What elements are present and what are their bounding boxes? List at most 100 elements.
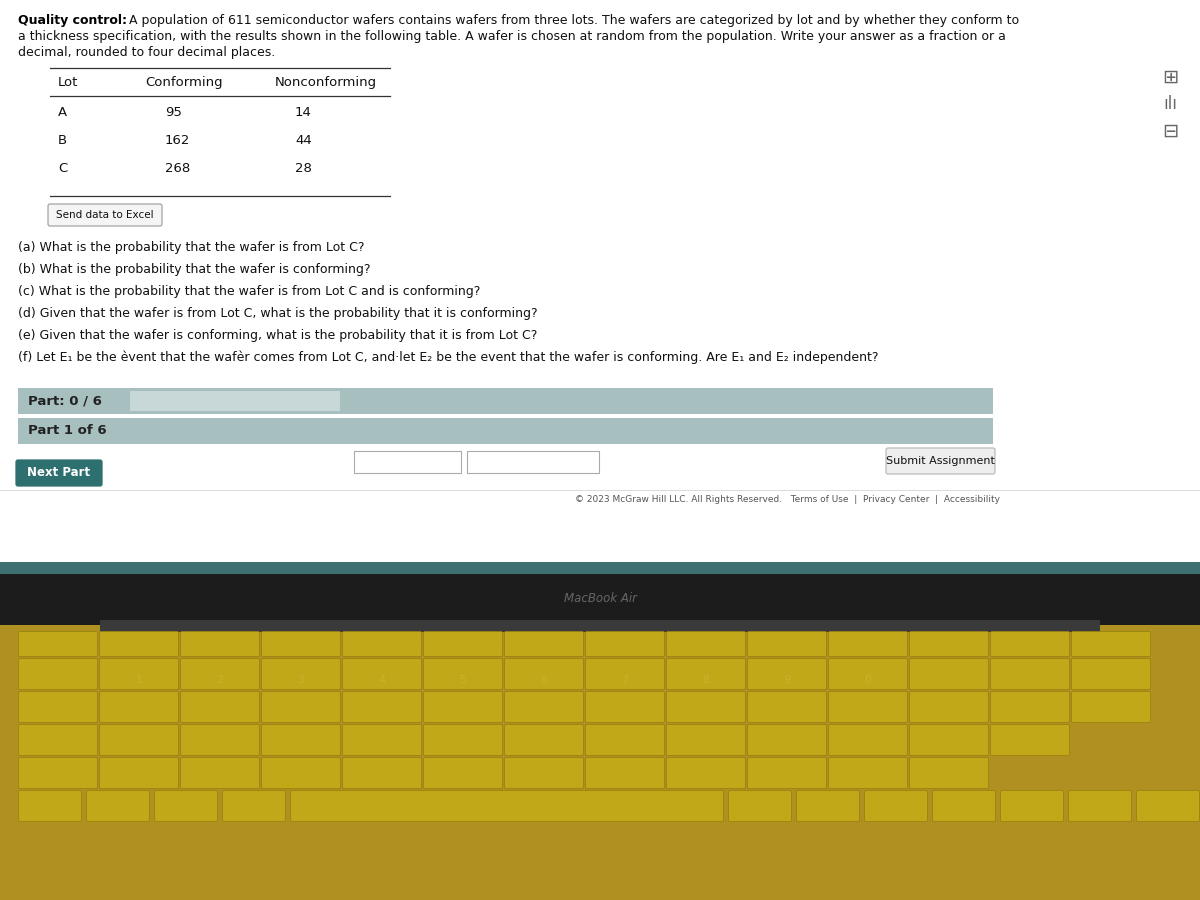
Text: 6: 6 (540, 675, 547, 685)
Text: (d) Given that the wafer is from Lot C, what is the probability that it is confo: (d) Given that the wafer is from Lot C, … (18, 307, 538, 320)
FancyBboxPatch shape (504, 724, 583, 755)
FancyBboxPatch shape (666, 691, 745, 723)
Text: Next Part: Next Part (28, 466, 90, 480)
FancyBboxPatch shape (18, 724, 97, 755)
FancyBboxPatch shape (586, 632, 665, 656)
Text: Part 1 of 6: Part 1 of 6 (28, 425, 107, 437)
FancyBboxPatch shape (18, 790, 82, 822)
FancyBboxPatch shape (342, 659, 421, 689)
Bar (18, 418, 994, 444)
Text: 7: 7 (622, 675, 629, 685)
Text: (c) What is the probability that the wafer is from Lot C and is conforming?: (c) What is the probability that the waf… (18, 285, 480, 298)
FancyBboxPatch shape (666, 659, 745, 689)
FancyBboxPatch shape (1072, 691, 1151, 723)
Text: 95: 95 (166, 106, 182, 119)
FancyBboxPatch shape (100, 724, 179, 755)
Text: (a) What is the probability that the wafer is from Lot C?: (a) What is the probability that the waf… (18, 241, 365, 254)
FancyBboxPatch shape (666, 724, 745, 755)
FancyBboxPatch shape (910, 632, 989, 656)
FancyBboxPatch shape (748, 724, 827, 755)
Text: 4: 4 (378, 675, 385, 685)
Text: MacBook Air: MacBook Air (564, 592, 636, 605)
FancyBboxPatch shape (748, 659, 827, 689)
FancyBboxPatch shape (100, 659, 179, 689)
FancyBboxPatch shape (666, 632, 745, 656)
FancyBboxPatch shape (990, 691, 1069, 723)
FancyBboxPatch shape (504, 691, 583, 723)
FancyBboxPatch shape (586, 691, 665, 723)
FancyBboxPatch shape (990, 724, 1069, 755)
Text: Quality control:: Quality control: (18, 14, 127, 27)
FancyBboxPatch shape (155, 790, 217, 822)
FancyBboxPatch shape (18, 659, 97, 689)
Bar (18, 388, 994, 414)
FancyBboxPatch shape (180, 758, 259, 788)
FancyBboxPatch shape (424, 632, 503, 656)
FancyBboxPatch shape (910, 659, 989, 689)
FancyBboxPatch shape (828, 691, 907, 723)
FancyBboxPatch shape (990, 659, 1069, 689)
Text: Send data to Excel: Send data to Excel (56, 210, 154, 220)
FancyBboxPatch shape (262, 758, 341, 788)
FancyBboxPatch shape (424, 691, 503, 723)
FancyBboxPatch shape (828, 632, 907, 656)
Text: Lot: Lot (58, 76, 78, 89)
Text: 2: 2 (216, 675, 223, 685)
FancyBboxPatch shape (797, 790, 859, 822)
FancyBboxPatch shape (932, 790, 996, 822)
FancyBboxPatch shape (100, 691, 179, 723)
FancyBboxPatch shape (504, 632, 583, 656)
Text: 268: 268 (166, 162, 191, 175)
Text: (b) What is the probability that the wafer is conforming?: (b) What is the probability that the waf… (18, 263, 371, 276)
FancyBboxPatch shape (910, 691, 989, 723)
Text: 28: 28 (295, 162, 312, 175)
FancyBboxPatch shape (342, 691, 421, 723)
FancyBboxPatch shape (262, 691, 341, 723)
FancyBboxPatch shape (342, 758, 421, 788)
Text: 0: 0 (864, 675, 871, 685)
Text: C: C (58, 162, 67, 175)
Text: ılı: ılı (1163, 95, 1177, 113)
FancyBboxPatch shape (886, 448, 995, 474)
FancyBboxPatch shape (586, 659, 665, 689)
Text: a thickness specification, with the results shown in the following table. A wafe: a thickness specification, with the resu… (18, 30, 1006, 43)
Bar (0, 0, 1200, 562)
FancyBboxPatch shape (290, 790, 724, 822)
FancyBboxPatch shape (728, 790, 792, 822)
Text: A population of 611 semiconductor wafers contains wafers from three lots. The wa: A population of 611 semiconductor wafers… (125, 14, 1019, 27)
FancyBboxPatch shape (180, 632, 259, 656)
FancyBboxPatch shape (748, 691, 827, 723)
FancyBboxPatch shape (16, 460, 102, 486)
FancyBboxPatch shape (910, 724, 989, 755)
Text: Part: 0 / 6: Part: 0 / 6 (28, 394, 102, 408)
Bar (130, 391, 340, 411)
FancyBboxPatch shape (1072, 659, 1151, 689)
FancyBboxPatch shape (504, 758, 583, 788)
FancyBboxPatch shape (1072, 632, 1151, 656)
Text: decimal, rounded to four decimal places.: decimal, rounded to four decimal places. (18, 46, 275, 59)
FancyBboxPatch shape (586, 758, 665, 788)
Text: Submit Assignment: Submit Assignment (886, 456, 995, 466)
FancyBboxPatch shape (18, 632, 97, 656)
Text: © 2023 McGraw Hill LLC. All Rights Reserved.   Terms of Use  |  Privacy Center  : © 2023 McGraw Hill LLC. All Rights Reser… (575, 495, 1000, 504)
Bar (0, 562, 1200, 625)
Text: (f) Let E₁ be the èvent that the wafèr comes from Lot C, and·let E₂ be the eve: (f) Let E₁ be the èvent that the wafèr… (18, 351, 878, 364)
FancyBboxPatch shape (504, 659, 583, 689)
FancyBboxPatch shape (910, 758, 989, 788)
FancyBboxPatch shape (424, 724, 503, 755)
FancyBboxPatch shape (18, 758, 97, 788)
FancyBboxPatch shape (748, 632, 827, 656)
FancyBboxPatch shape (342, 632, 421, 656)
Text: 162: 162 (166, 134, 191, 147)
FancyBboxPatch shape (222, 790, 286, 822)
FancyBboxPatch shape (100, 632, 179, 656)
FancyBboxPatch shape (262, 632, 341, 656)
FancyBboxPatch shape (424, 659, 503, 689)
FancyBboxPatch shape (180, 659, 259, 689)
FancyBboxPatch shape (48, 204, 162, 226)
FancyBboxPatch shape (262, 659, 341, 689)
Text: 14: 14 (295, 106, 312, 119)
Text: Nonconforming: Nonconforming (275, 76, 377, 89)
Bar (0, 625, 1200, 900)
Text: 9: 9 (784, 675, 791, 685)
